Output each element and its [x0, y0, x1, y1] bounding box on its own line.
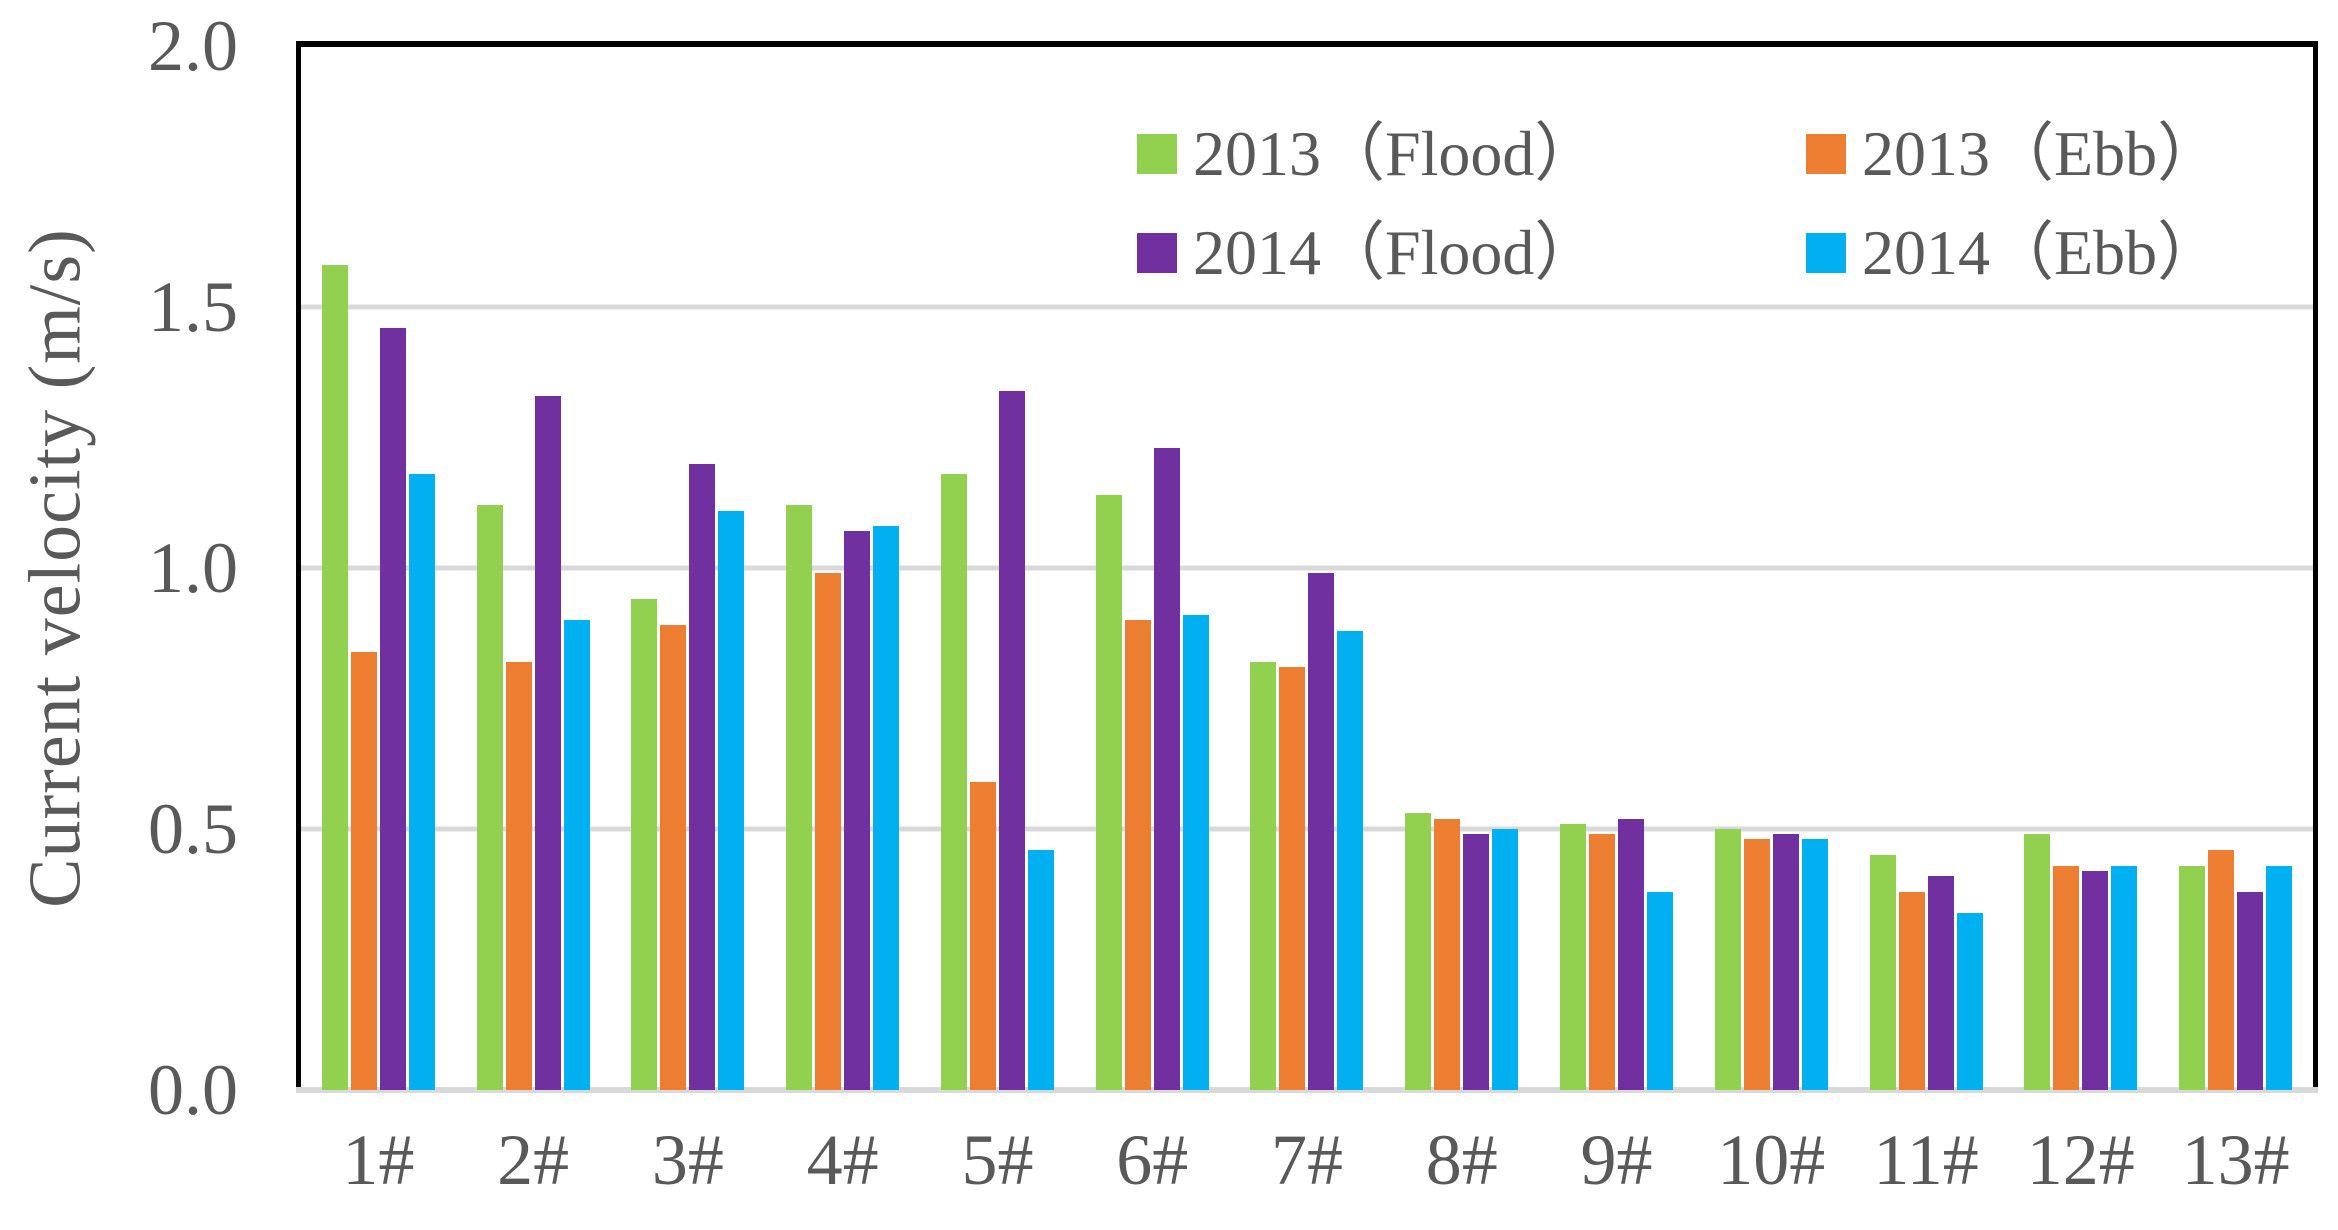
x-tick-label: 5#: [961, 1120, 1034, 1200]
x-tick-label: 11#: [1873, 1120, 1979, 1200]
bar: [1279, 667, 1306, 1090]
bar-group-2: [456, 46, 611, 1090]
bar-group-13: [2158, 46, 2313, 1090]
x-tick-label: 2#: [497, 1120, 570, 1200]
bar: [940, 474, 967, 1090]
bar: [718, 510, 745, 1090]
y-gridline: [301, 565, 2313, 571]
bar: [2179, 865, 2206, 1090]
x-tick-label: 12#: [2026, 1120, 2135, 1200]
bar: [1124, 620, 1151, 1090]
bar: [1714, 829, 1741, 1090]
y-tick-label: 1.0: [148, 528, 238, 608]
x-axis-line: [296, 1087, 2318, 1093]
y-axis-line: [296, 41, 301, 1090]
bar-group-1: [301, 46, 456, 1090]
bar: [1463, 834, 1490, 1090]
bar: [1869, 855, 1896, 1090]
bar: [2208, 849, 2235, 1090]
bar: [631, 599, 658, 1090]
bar: [1772, 834, 1799, 1090]
bar: [534, 395, 561, 1090]
plot-border-top: [296, 41, 2318, 47]
bar: [1095, 494, 1122, 1090]
bar: [998, 390, 1025, 1090]
x-tick-label: 4#: [806, 1120, 879, 1200]
bar: [505, 661, 532, 1090]
bar: [1618, 818, 1644, 1090]
bar: [1153, 447, 1180, 1090]
y-gridline: [301, 304, 2313, 310]
y-tick-label: 0.5: [148, 789, 238, 869]
bar: [1434, 818, 1461, 1090]
bar: [1308, 573, 1335, 1090]
bar: [1743, 839, 1770, 1090]
bar: [408, 474, 435, 1090]
bar-group-6: [1075, 46, 1230, 1090]
x-tick-label: 6#: [1116, 1120, 1189, 1200]
bar-group-4: [765, 46, 920, 1090]
bar: [1647, 891, 1673, 1090]
x-tick-label: 13#: [2181, 1120, 2290, 1200]
bar: [1956, 912, 1983, 1090]
plot-border-right: [2313, 41, 2318, 1090]
bar: [1250, 661, 1277, 1090]
bar: [1898, 891, 1925, 1090]
x-tick-label: 1#: [342, 1120, 415, 1200]
bar: [1405, 813, 1432, 1090]
bar-group-12: [2003, 46, 2158, 1090]
bar: [321, 265, 348, 1090]
bar: [2082, 870, 2109, 1090]
bar: [2111, 865, 2138, 1090]
plot-area: [296, 41, 2318, 1093]
bar-group-3: [611, 46, 766, 1090]
y-gridline: [301, 826, 2313, 832]
bar: [1027, 849, 1054, 1090]
bar-group-9: [1539, 46, 1694, 1090]
bar: [873, 526, 900, 1090]
bar: [2266, 865, 2293, 1090]
bar: [786, 505, 813, 1090]
bar: [969, 782, 996, 1090]
bar: [1589, 834, 1615, 1090]
bar-group-11: [1849, 46, 2004, 1090]
y-tick-label: 2.0: [148, 6, 238, 86]
bar: [350, 651, 377, 1090]
bar: [476, 505, 503, 1090]
y-tick-label: 0.0: [148, 1050, 238, 1130]
x-tick-label: 9#: [1580, 1120, 1653, 1200]
x-tick-label: 10#: [1717, 1120, 1826, 1200]
bar: [2237, 891, 2264, 1090]
bar: [379, 327, 406, 1090]
bar: [689, 463, 716, 1090]
y-axis-tick-labels: 2.0 1.5 1.0 0.5 0.0: [0, 10, 238, 1126]
bar: [815, 573, 842, 1090]
bar: [1927, 875, 1954, 1090]
bar-group-7: [1230, 46, 1385, 1090]
bar: [2024, 834, 2051, 1090]
y-tick-label: 1.5: [148, 267, 238, 347]
bar: [1492, 829, 1519, 1090]
bar: [563, 620, 590, 1090]
x-tick-label: 3#: [651, 1120, 724, 1200]
bar: [844, 531, 871, 1090]
bar: [660, 625, 687, 1090]
bar: [1560, 823, 1586, 1090]
bar-group-8: [1384, 46, 1539, 1090]
bar-group-10: [1694, 46, 1849, 1090]
bar: [1801, 839, 1828, 1090]
bars-row: [301, 46, 2313, 1090]
bar: [2053, 865, 2080, 1090]
x-axis-tick-labels: 1# 2# 3# 4# 5# 6# 7# 8# 9# 10# 11# 12# 13#: [301, 1124, 2313, 1196]
bar: [1337, 630, 1364, 1090]
x-tick-label: 8#: [1425, 1120, 1498, 1200]
x-tick-label: 7#: [1270, 1120, 1343, 1200]
bar-group-5: [920, 46, 1075, 1090]
bar: [1182, 614, 1209, 1090]
